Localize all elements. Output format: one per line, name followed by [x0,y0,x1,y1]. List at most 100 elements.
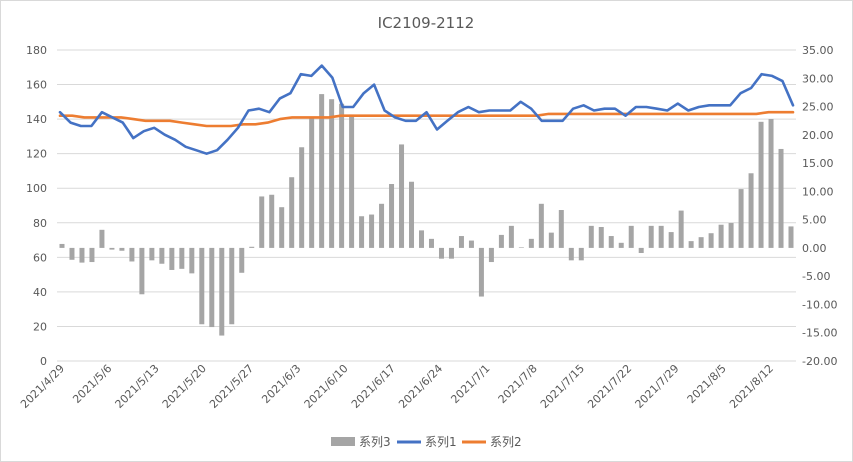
line-系列1 [58,64,795,155]
bar [608,236,614,248]
bar [758,121,764,248]
bar [578,247,584,261]
bar [259,196,265,248]
bar [229,247,235,325]
bar [668,232,674,248]
bar [399,144,405,248]
legend: 系列3 系列1 系列2 [331,435,522,449]
bar [708,233,714,248]
bar [548,232,554,248]
bar [558,210,564,248]
bar [409,181,415,248]
bar [748,173,754,248]
left-tick-label: 100 [26,182,47,195]
bar [688,241,694,248]
bar [59,243,65,248]
bar [488,247,494,263]
bar [508,225,514,248]
bar [438,247,444,259]
bar [518,247,524,248]
line-系列2 [58,110,795,128]
bar [618,242,624,248]
right-tick-label: 35.00 [802,44,834,57]
left-tick-label: 120 [26,148,47,161]
bar [788,226,794,248]
bar [718,224,724,248]
bar [379,203,385,248]
bar [269,194,275,248]
bar [279,207,285,248]
bar [299,147,305,248]
left-tick-label: 180 [26,44,47,57]
bar [359,216,365,248]
left-tick-label: 20 [33,320,47,333]
bar [329,99,335,248]
bar [778,148,784,248]
right-tick-label: 5.00 [802,214,827,227]
line-series [58,64,795,155]
bar [159,247,165,264]
legend-swatch [331,437,355,446]
left-tick-label: 40 [33,286,47,299]
bar [339,103,345,248]
right-tick-label: -5.00 [802,270,830,283]
bar [738,189,744,248]
left-tick-label: 140 [26,113,47,126]
bar [458,236,464,248]
bar [598,226,604,248]
bar [309,118,315,248]
right-tick-label: -15.00 [802,327,837,340]
bar [588,225,594,248]
right-tick-label: 20.00 [802,129,834,142]
left-tick-label: 60 [33,251,47,264]
bar [448,247,454,259]
bar [428,238,434,248]
bar [728,223,734,248]
left-tick-label: 0 [40,355,47,368]
bar [698,237,704,248]
bar [568,247,574,261]
bar [139,247,145,295]
gridlines [57,49,796,362]
bar [119,247,125,251]
bar [658,225,664,248]
chart-title: IC2109-2112 [378,14,475,32]
bar [239,247,245,273]
bar [419,230,425,248]
legend-label: 系列2 [490,435,522,449]
bar [249,246,255,248]
right-tick-label: 30.00 [802,72,834,85]
bar [498,234,504,248]
bar [189,247,195,274]
bar [129,247,135,262]
bar [199,247,205,325]
bar [538,203,544,248]
bar [179,247,185,269]
bar [169,247,175,270]
bar [349,114,355,248]
bar [369,214,375,248]
right-tick-label: -20.00 [802,355,837,368]
bar [768,118,774,248]
left-tick-label: 160 [26,79,47,92]
bar [79,247,85,263]
bar [319,94,325,248]
left-axis-labels: 0 20 40 60 80 100 120 140 160 180 [26,44,47,368]
right-tick-label: 15.00 [802,157,834,170]
bar [109,247,115,250]
bar [638,247,644,253]
bar [69,247,75,260]
bar [209,247,215,328]
bar [528,238,534,248]
bar [99,229,105,248]
bar [478,247,484,297]
bar-series [59,94,794,336]
bar [389,184,395,248]
bar [149,247,155,261]
bar [648,225,654,248]
right-tick-label: 25.00 [802,101,834,114]
bar [219,247,225,336]
